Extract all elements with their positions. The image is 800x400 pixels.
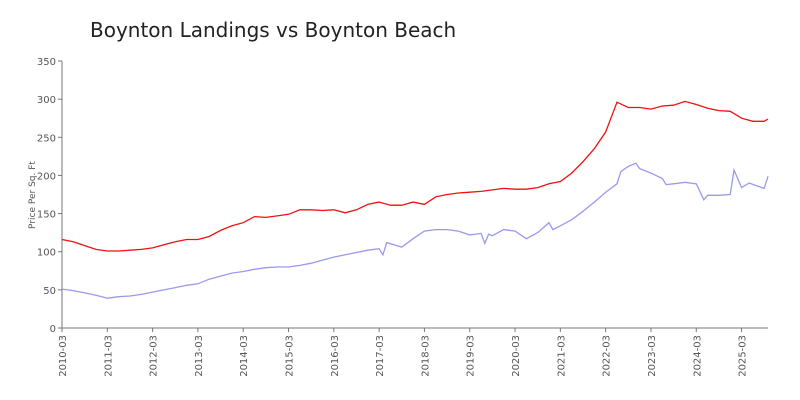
y-tick-label: 300 (37, 95, 56, 106)
x-tick-label: 2025-03 (738, 335, 749, 377)
x-tick-label: 2014-03 (239, 335, 250, 377)
x-tick-label: 2021-03 (556, 335, 567, 377)
y-tick-label: 250 (37, 133, 56, 144)
y-tick-label: 100 (37, 248, 56, 259)
x-tick-label: 2015-03 (285, 335, 296, 377)
x-tick-label: 2013-03 (194, 335, 205, 377)
x-tick-label: 2017-03 (375, 335, 386, 377)
x-tick-label: 2010-03 (58, 335, 69, 377)
y-tick-label: 0 (50, 324, 56, 335)
x-tick-label: 2019-03 (466, 335, 477, 377)
y-tick-label: 350 (37, 57, 56, 68)
x-tick-label: 2024-03 (692, 335, 703, 377)
x-tick-label: 2016-03 (330, 335, 341, 377)
x-tick-label: 2022-03 (602, 335, 613, 377)
x-tick-label: 2020-03 (511, 335, 522, 377)
line-series (61, 162, 769, 299)
y-tick-label: 50 (43, 286, 56, 297)
y-tick-label: 200 (37, 171, 56, 182)
y-tick-label: 150 (37, 210, 56, 221)
x-tick-label: 2012-03 (149, 335, 160, 377)
x-tick-label: 2018-03 (420, 335, 431, 377)
chart-title: Boynton Landings vs Boynton Beach (90, 18, 456, 42)
x-tick-label: 2011-03 (103, 335, 114, 377)
line-series (61, 100, 769, 252)
y-axis-label: Price Per Sq. Ft (28, 161, 38, 229)
x-tick-label: 2023-03 (647, 335, 658, 377)
